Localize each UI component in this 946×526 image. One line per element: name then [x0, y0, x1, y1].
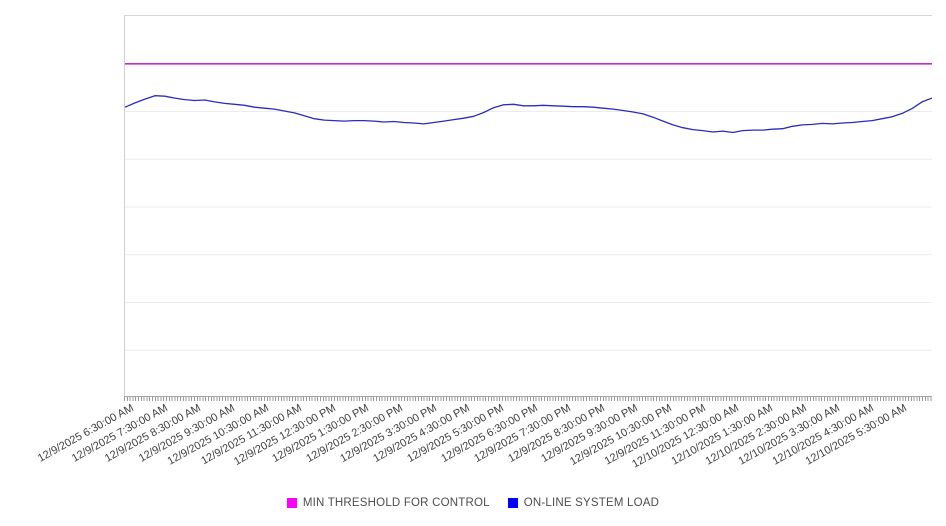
x-axis-label: 12/10/2025 2:30:00 AM: [702, 402, 809, 468]
x-axis: [124, 396, 932, 403]
legend-label: ON-LINE SYSTEM LOAD: [523, 497, 660, 509]
legend-swatch: [507, 498, 518, 508]
x-axis-label: 12/10/2025 3:30:00 AM: [736, 402, 842, 468]
x-axis-label: 12/9/2025 9:30:00 AM: [136, 402, 237, 465]
legend-swatch: [286, 498, 297, 508]
x-axis-label: 12/9/2025 11:30:00 AM: [199, 402, 304, 468]
x-axis-label: 12/10/2025 4:30:00 AM: [770, 402, 876, 468]
x-axis-label: 12/9/2025 6:30:00 AM: [35, 402, 136, 465]
x-axis-label: 12/9/2025 10:30:00 PM: [567, 402, 674, 468]
legend: MIN THRESHOLD FOR CONTROL ON-LINE SYSTEM …: [0, 497, 946, 509]
plot-area: [124, 15, 932, 398]
x-axis-label: 12/9/2025 10:30:00 AM: [164, 402, 271, 468]
legend-item: ON-LINE SYSTEM LOAD: [507, 497, 660, 509]
x-axis-label: 12/9/2025 12:30:00 PM: [231, 402, 338, 468]
plot-canvas: [125, 62, 932, 351]
system-load-line: [125, 95, 932, 134]
x-axis-label: 12/9/2025 7:30:00 AM: [69, 402, 170, 465]
x-axis-label: 12/9/2025 8:30:00 PM: [506, 402, 607, 465]
x-axis-label: 12/9/2025 3:30:00 PM: [337, 402, 439, 465]
x-axis-label: 12/10/2025 5:30:00 AM: [803, 402, 910, 468]
x-axis-label: 12/9/2025 1:30:00 PM: [270, 402, 372, 465]
x-axis-label: 12/9/2025 4:30:00 PM: [371, 402, 473, 465]
x-axis-label: 12/9/2025 8:30:00 AM: [103, 402, 204, 465]
x-axis-label: 12/9/2025 2:30:00 PM: [304, 402, 405, 465]
x-axis-label: 12/10/2025 12:30:00 AM: [630, 402, 742, 471]
x-axis-label: 12/9/2025 7:30:00 PM: [472, 402, 573, 465]
x-axis-label: 12/9/2025 6:30:00 PM: [438, 402, 540, 465]
x-axis-label: 12/9/2025 9:30:00 PM: [539, 402, 641, 465]
legend-label: MIN THRESHOLD FOR CONTROL: [302, 497, 490, 509]
x-axis-label: 12/10/2025 1:30:00 AM: [669, 402, 775, 468]
x-axis-label: 12/9/2025 5:30:00 PM: [405, 402, 506, 465]
legend-item: MIN THRESHOLD FOR CONTROL: [286, 497, 490, 509]
x-axis-label: 12/9/2025 11:30:00 PM: [602, 402, 708, 468]
